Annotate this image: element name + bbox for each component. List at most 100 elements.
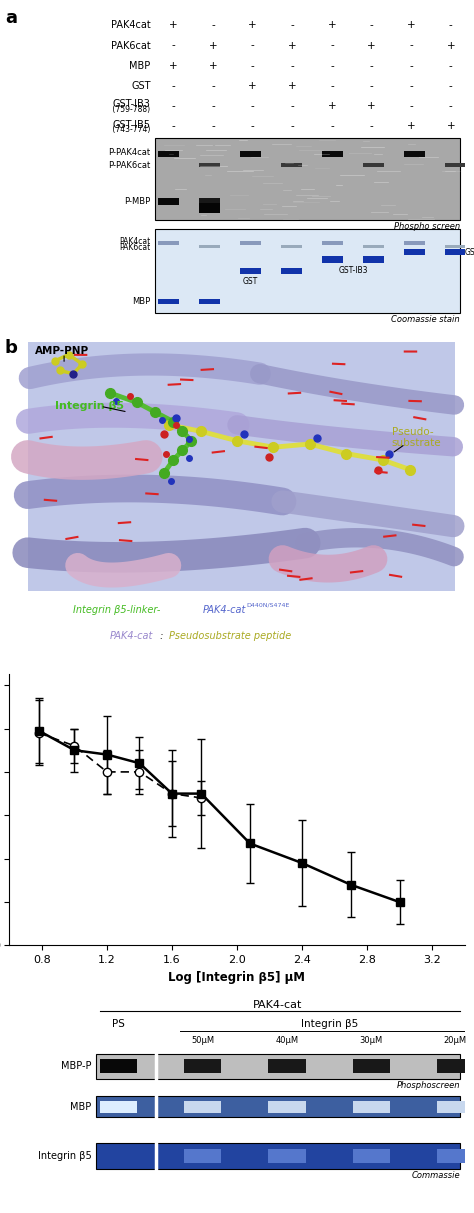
- Bar: [437, 1101, 474, 1112]
- Text: PAK4-cat: PAK4-cat: [203, 605, 246, 615]
- Text: Pseudo-
substrate: Pseudo- substrate: [392, 427, 441, 449]
- Bar: [445, 245, 466, 247]
- Text: +: +: [407, 121, 416, 131]
- Text: MBP: MBP: [70, 1101, 91, 1112]
- Text: -: -: [251, 121, 255, 131]
- Text: +: +: [447, 121, 455, 131]
- Bar: [158, 241, 179, 245]
- Bar: [322, 152, 343, 156]
- Text: 50μM: 50μM: [191, 1036, 214, 1046]
- Text: -: -: [172, 81, 175, 91]
- Bar: [445, 163, 466, 167]
- Text: -: -: [291, 101, 294, 112]
- Bar: [353, 1149, 390, 1163]
- Text: a: a: [5, 10, 17, 27]
- Text: GST: GST: [243, 277, 258, 285]
- Bar: [199, 204, 220, 213]
- Text: GST-IB5: GST-IB5: [112, 120, 151, 130]
- Text: +: +: [328, 101, 336, 112]
- Text: -: -: [449, 21, 453, 30]
- Text: -: -: [330, 61, 334, 70]
- Bar: [281, 163, 302, 167]
- Bar: [268, 1101, 306, 1112]
- Text: -: -: [449, 61, 453, 70]
- Bar: [199, 199, 220, 205]
- Bar: [96, 1097, 460, 1117]
- Bar: [437, 1149, 474, 1163]
- Text: PAK6cat: PAK6cat: [119, 243, 151, 252]
- Text: Phospho screen: Phospho screen: [394, 222, 460, 232]
- Text: -: -: [251, 61, 255, 70]
- Bar: [100, 1101, 137, 1112]
- Bar: [281, 268, 302, 273]
- Text: D440N/S474E: D440N/S474E: [246, 603, 290, 608]
- Bar: [158, 298, 179, 304]
- Text: -: -: [330, 81, 334, 91]
- Text: -: -: [370, 121, 374, 131]
- Bar: [281, 245, 302, 247]
- Bar: [322, 256, 343, 263]
- Text: 30μM: 30μM: [360, 1036, 383, 1046]
- Text: +: +: [209, 40, 217, 51]
- Text: -: -: [370, 81, 374, 91]
- Text: Integrin β5-linker-: Integrin β5-linker-: [73, 605, 161, 615]
- Text: -: -: [251, 40, 255, 51]
- Bar: [268, 1059, 306, 1074]
- Text: (759-788): (759-788): [110, 104, 151, 114]
- Text: (743-774): (743-774): [110, 125, 151, 133]
- Bar: [353, 1101, 390, 1112]
- Bar: [363, 163, 384, 167]
- Bar: [199, 245, 220, 247]
- Bar: [445, 249, 466, 256]
- Text: +: +: [248, 21, 257, 30]
- Text: -: -: [449, 81, 453, 91]
- Text: -: -: [211, 101, 215, 112]
- Text: Integrin β5: Integrin β5: [55, 400, 124, 411]
- Bar: [353, 1059, 390, 1074]
- Bar: [27, 342, 456, 591]
- Bar: [96, 1143, 460, 1168]
- Text: -: -: [370, 21, 374, 30]
- Text: Pseudosubstrate peptide: Pseudosubstrate peptide: [169, 631, 291, 640]
- Text: GST-IB3: GST-IB3: [338, 267, 368, 275]
- Bar: [199, 298, 220, 304]
- Bar: [96, 1054, 460, 1080]
- Text: -: -: [410, 40, 413, 51]
- Text: +: +: [367, 40, 376, 51]
- Bar: [404, 152, 425, 156]
- Text: b: b: [5, 338, 18, 357]
- Text: GST-IB5: GST-IB5: [465, 249, 474, 257]
- Text: GST-IB3: GST-IB3: [113, 99, 151, 109]
- Bar: [268, 1149, 306, 1163]
- Text: -: -: [370, 61, 374, 70]
- Bar: [158, 199, 179, 205]
- Bar: [155, 138, 460, 220]
- Text: 40μM: 40μM: [275, 1036, 299, 1046]
- Text: :: :: [157, 631, 164, 640]
- Bar: [184, 1059, 221, 1074]
- Text: PAK4-cat: PAK4-cat: [109, 631, 153, 640]
- Text: +: +: [407, 21, 416, 30]
- Text: MBP: MBP: [129, 61, 151, 70]
- Bar: [240, 268, 261, 273]
- Text: +: +: [447, 40, 455, 51]
- Text: -: -: [449, 101, 453, 112]
- Text: -: -: [211, 81, 215, 91]
- Text: -: -: [291, 61, 294, 70]
- Text: -: -: [330, 40, 334, 51]
- Text: PAK4cat: PAK4cat: [111, 21, 151, 30]
- Text: Phosphoscreen: Phosphoscreen: [396, 1081, 460, 1090]
- Text: PS: PS: [112, 1019, 125, 1030]
- Text: -: -: [410, 61, 413, 70]
- Text: Integrin β5: Integrin β5: [37, 1151, 91, 1161]
- Bar: [437, 1059, 474, 1074]
- Text: -: -: [251, 101, 255, 112]
- Text: +: +: [288, 81, 297, 91]
- Bar: [404, 241, 425, 245]
- Text: PAK4-cat: PAK4-cat: [253, 1001, 302, 1010]
- Bar: [155, 229, 460, 313]
- Bar: [158, 152, 179, 156]
- Bar: [199, 163, 220, 167]
- Bar: [100, 1059, 137, 1074]
- Text: PAK6cat: PAK6cat: [111, 40, 151, 51]
